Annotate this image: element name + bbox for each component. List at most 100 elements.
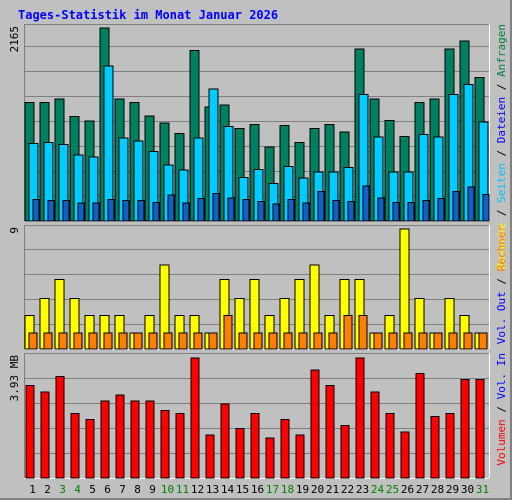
bar-volumen xyxy=(40,391,50,479)
bar-rechner xyxy=(283,332,293,350)
x-tick-label: 31 xyxy=(476,483,489,496)
x-tick-label: 17 xyxy=(266,483,279,496)
x-tick-label: 19 xyxy=(296,483,309,496)
bar-rechner xyxy=(73,332,83,350)
bar-volumen xyxy=(340,425,350,479)
bar-volumen xyxy=(460,378,470,479)
bar-rechner xyxy=(178,332,188,350)
bar-volumen xyxy=(235,428,245,479)
legend-item: / xyxy=(495,399,508,419)
x-tick-label: 16 xyxy=(251,483,264,496)
bar-seiten xyxy=(452,191,460,222)
bar-rechner xyxy=(343,315,353,350)
legend-item: / xyxy=(495,143,508,163)
legend-item: Seiten xyxy=(495,163,508,203)
x-tick-label: 20 xyxy=(311,483,324,496)
bar-volumen xyxy=(295,434,305,479)
x-tick-label: 21 xyxy=(326,483,339,496)
bar-rechner xyxy=(418,332,428,350)
bar-seiten xyxy=(437,198,445,222)
x-tick-label: 23 xyxy=(356,483,369,496)
bar-volumen xyxy=(25,385,35,479)
bar-seiten xyxy=(122,199,130,222)
bar-seiten xyxy=(392,201,400,222)
bar-volumen xyxy=(130,400,140,479)
visits-max-label: 9 xyxy=(8,227,21,234)
bar-volumen xyxy=(250,412,260,479)
bar-rechner xyxy=(58,332,68,350)
bar-seiten xyxy=(362,185,370,222)
x-tick-label: 30 xyxy=(461,483,474,496)
x-tick-label: 4 xyxy=(74,483,81,496)
bar-seiten xyxy=(77,202,85,222)
legend-item: Vol. In xyxy=(495,353,508,399)
hits-max-label: 2165 xyxy=(8,26,21,53)
legend-visits: Vol. Out / Rechner xyxy=(495,225,508,345)
bar-volumen xyxy=(55,375,65,479)
x-tick-label: 26 xyxy=(401,483,414,496)
legend-item: Rechner xyxy=(495,225,508,272)
bar-rechner xyxy=(43,332,53,350)
bar-rechner xyxy=(313,332,323,350)
bar-volumen xyxy=(400,431,410,479)
bar-rechner xyxy=(373,332,383,350)
legend-item: / xyxy=(495,271,508,291)
bar-rechner xyxy=(223,315,233,350)
bar-seiten xyxy=(272,203,280,222)
bar-volumen xyxy=(160,409,170,479)
bar-volumen xyxy=(100,400,110,479)
x-tick-label: 22 xyxy=(341,483,354,496)
bar-dateien xyxy=(103,65,114,222)
bar-seiten xyxy=(377,197,385,222)
bar-volumen xyxy=(85,419,95,479)
bar-rechner xyxy=(193,332,203,350)
bar-seiten xyxy=(182,202,190,222)
bar-seiten xyxy=(482,193,490,222)
chart-title: Tages-Statistik im Monat Januar 2026 xyxy=(18,8,279,22)
bar-seiten xyxy=(287,199,295,222)
x-tick-label: 27 xyxy=(416,483,429,496)
bar-rechner xyxy=(88,332,98,350)
x-tick-label: 15 xyxy=(236,483,249,496)
bar-rechner xyxy=(28,332,38,350)
bar-rechner xyxy=(103,332,113,350)
volume-max-label: 3.93 MB xyxy=(8,355,21,402)
bar-volumen xyxy=(205,434,215,479)
bar-rechner xyxy=(448,332,458,350)
bar-volumen xyxy=(475,378,485,479)
legend-item: Vol. Out xyxy=(495,291,508,344)
bar-rechner xyxy=(463,332,473,350)
bar-volumen xyxy=(70,412,80,479)
bar-rechner xyxy=(403,332,413,350)
x-tick-label: 29 xyxy=(446,483,459,496)
x-tick-label: 5 xyxy=(89,483,96,496)
bar-rechner xyxy=(238,332,248,350)
bar-seiten xyxy=(167,194,175,222)
legend-item: / xyxy=(495,203,508,223)
legend-item: Besuche xyxy=(495,223,508,269)
bar-seiten xyxy=(302,202,310,222)
x-tick-label: 8 xyxy=(134,483,141,496)
bar-rechner xyxy=(148,332,158,350)
x-tick-label: 9 xyxy=(149,483,156,496)
x-tick-label: 12 xyxy=(191,483,204,496)
bar-volumen xyxy=(175,412,185,479)
bar-volumen xyxy=(115,394,125,479)
bar-rechner xyxy=(163,332,173,350)
bar-rechner xyxy=(268,332,278,350)
legend-item: / xyxy=(495,77,508,97)
bar-volumen xyxy=(415,372,425,479)
bar-seiten xyxy=(152,201,160,222)
bar-rechner xyxy=(118,332,128,350)
x-tick-label: 3 xyxy=(59,483,66,496)
bar-volumen xyxy=(385,412,395,479)
bar-seiten xyxy=(242,199,250,222)
legend-hits: Besuche / Seiten / Dateien / Anfragen xyxy=(495,24,508,269)
bar-seiten xyxy=(407,201,415,222)
x-tick-label: 18 xyxy=(281,483,294,496)
bar-volumen xyxy=(190,357,200,479)
bar-rechner xyxy=(358,315,368,350)
bar-seiten xyxy=(107,199,115,222)
legend-item: Dateien xyxy=(495,97,508,143)
